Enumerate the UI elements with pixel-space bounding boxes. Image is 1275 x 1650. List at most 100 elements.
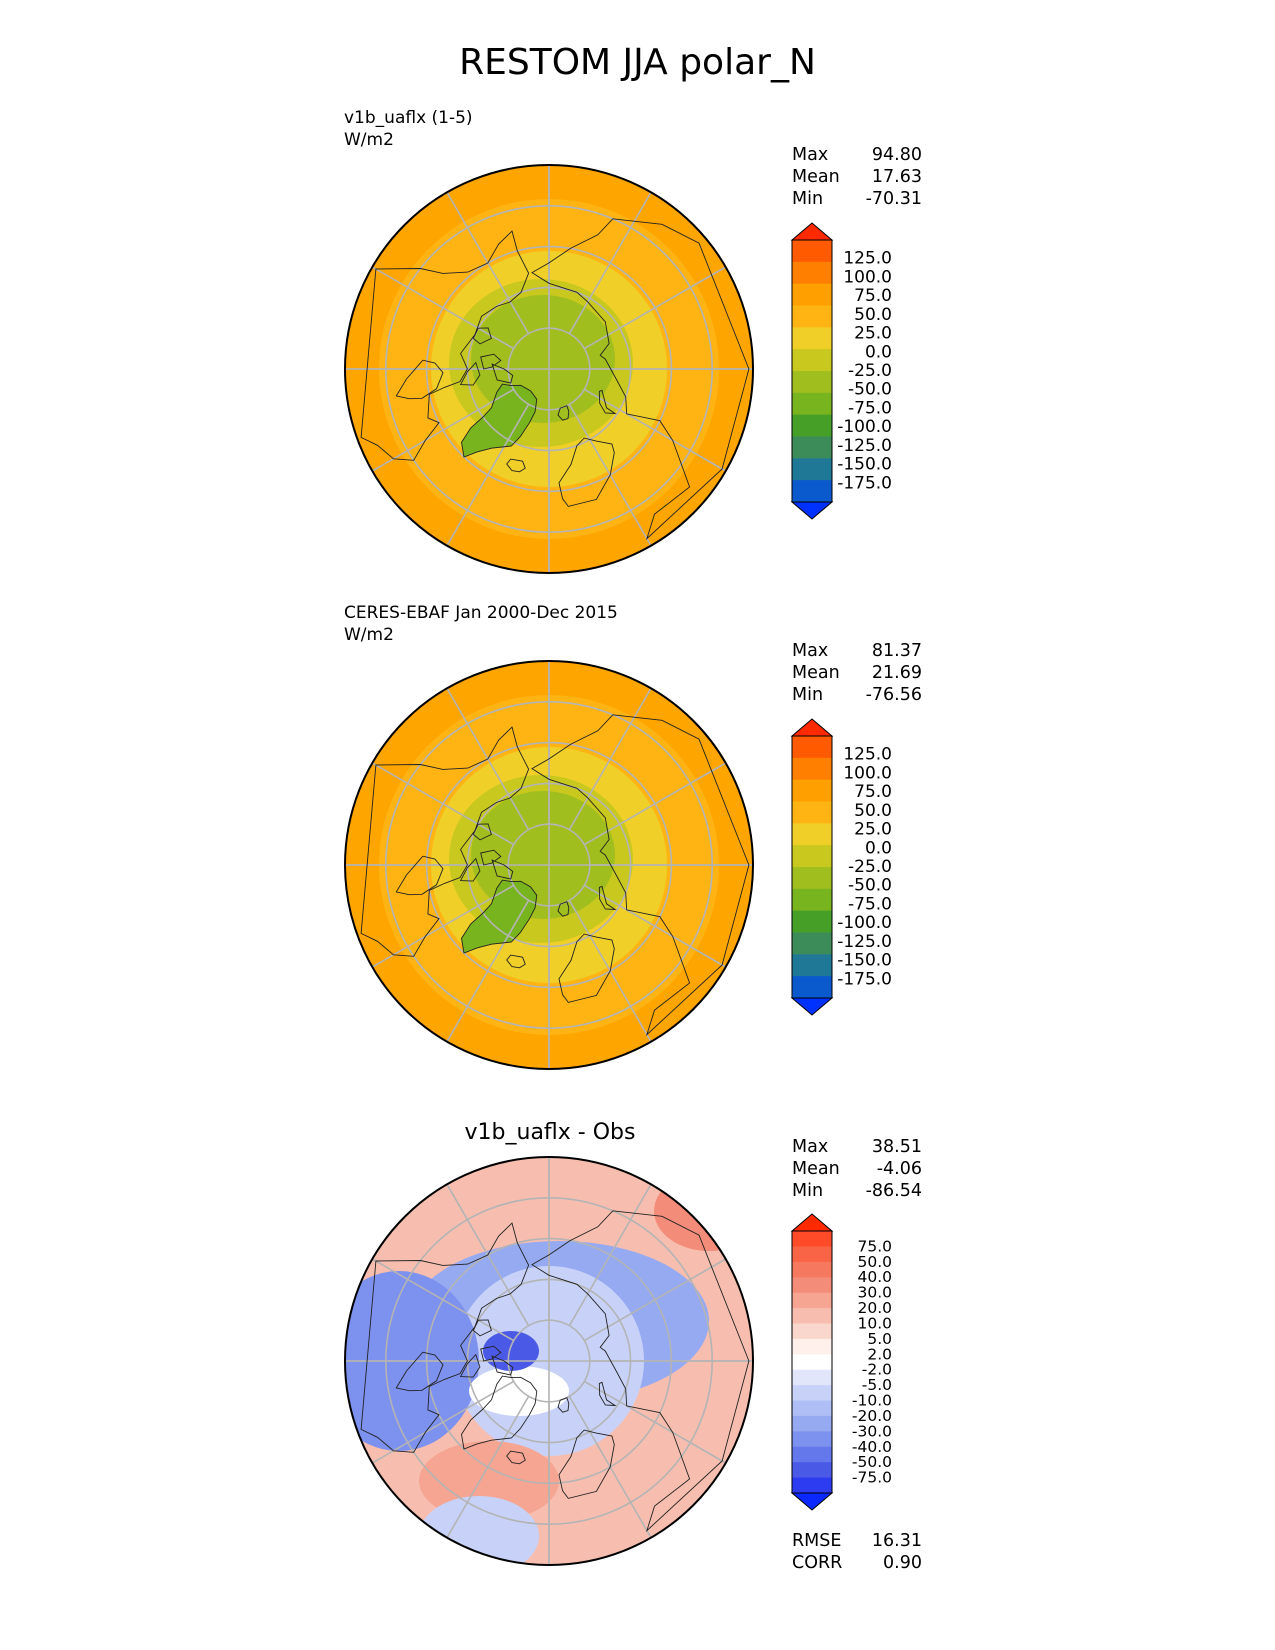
panel1-colorbar-swatch (792, 371, 832, 394)
panel2-colorbar-tick-label: 75.0 (854, 782, 892, 802)
panel1-colorbar-tick-label: -50.0 (848, 380, 892, 400)
panel1-colorbar-swatch (792, 436, 832, 459)
panel3-colorbar: 75.050.040.030.020.010.05.02.0-2.0-5.0-1… (790, 1213, 892, 1511)
panel3-colorbar-tick-label: -2.0 (862, 1361, 892, 1379)
panel3-colorbar-swatch (792, 1385, 832, 1402)
panel2-colorbar-tick-label: -125.0 (837, 932, 892, 952)
panel3-rmse-label: RMSE (792, 1531, 842, 1551)
panel2-colorbar-extend-top (790, 718, 834, 737)
panel2-colorbar-swatch (792, 736, 832, 759)
panel3-colorbar-swatch (792, 1446, 832, 1463)
panel2-min-label: Min (792, 685, 824, 705)
panel1-max-label: Max (792, 145, 829, 165)
panel3-colorbar-tick-label: -5.0 (862, 1376, 892, 1394)
panel2-colorbar-swatch (792, 823, 832, 846)
panel3-colorbar-swatch (792, 1431, 832, 1448)
panel2-min-value: -76.56 (865, 685, 922, 705)
panel3-colorbar-tick-label: 50.0 (857, 1253, 892, 1271)
panel1-colorbar-tick-label: 0.0 (865, 342, 892, 362)
panel3-colorbar-swatch (792, 1261, 832, 1278)
panel3-colorbar-swatch (792, 1292, 832, 1309)
panel2-colorbar-tick-label: 25.0 (854, 820, 892, 840)
panel1-colorbar-tick-label: -100.0 (837, 417, 892, 437)
panel2-label: CERES-EBAF Jan 2000-Dec 2015 W/m2 (344, 602, 618, 646)
panel1-colorbar-tick-label: -150.0 (837, 455, 892, 475)
panel3-colorbar-swatch (792, 1231, 832, 1247)
panel3-mean-label: Mean (792, 1159, 840, 1179)
panel2-obs-name: CERES-EBAF Jan 2000-Dec 2015 (344, 603, 618, 623)
panel1-colorbar-extend-bottom (790, 501, 834, 520)
panel2-colorbar-tick-label: 125.0 (843, 745, 892, 765)
panel2-map-coastlines (360, 714, 750, 1037)
panel3-colorbar-swatch (792, 1477, 832, 1494)
panel2-mean-value: 21.69 (871, 663, 922, 683)
panel2-colorbar-tick-label: 0.0 (865, 838, 892, 858)
panel1-colorbar-tick-label: -125.0 (837, 436, 892, 456)
panel2-colorbar-tick-label: -100.0 (837, 913, 892, 933)
panel3-colorbar-tick-label: 40.0 (857, 1268, 892, 1286)
panel1-colorbar-swatch (792, 414, 832, 437)
panel1-case-name: v1b_uaflx (1-5) (344, 108, 473, 128)
panel1-colorbar-swatch (792, 458, 832, 481)
panel3-colorbar-swatch (792, 1400, 832, 1417)
panel2-units: W/m2 (344, 625, 394, 645)
panel3-colorbar-tick-label: 30.0 (857, 1284, 892, 1302)
panel3-colorbar-tick-label: -50.0 (852, 1453, 892, 1471)
panel1-colorbar-tick-label: 100.0 (843, 267, 892, 287)
panel2-stats: Max 81.37 Mean 21.69 Min -76.56 (792, 640, 922, 706)
panel1-colorbar-tick-label: 125.0 (843, 249, 892, 269)
figure-title: RESTOM JJA polar_N (459, 42, 816, 83)
panel3-map-frame (344, 1156, 754, 1566)
panel1-colorbar: 125.0100.075.050.025.00.0-25.0-50.0-75.0… (790, 222, 892, 520)
panel3-corr-value: 0.90 (883, 1553, 922, 1573)
panel3-colorbar-tick-label: -40.0 (852, 1438, 892, 1456)
panel3-colorbar-swatch (792, 1369, 832, 1386)
panel3-colorbar-extend-bottom (790, 1492, 834, 1511)
panel3-colorbar-swatch (792, 1338, 832, 1355)
panel3-colorbar-swatch (792, 1323, 832, 1340)
panel2-mean-label: Mean (792, 663, 840, 683)
panel3-max-label: Max (792, 1137, 829, 1157)
panel1-min-value: -70.31 (865, 189, 922, 209)
panel1-colorbar-extend-top (790, 222, 834, 241)
panel3-map-graticule (345, 1157, 753, 1565)
panel3-colorbar-tick-label: 75.0 (857, 1237, 892, 1255)
panel3-colorbar-swatch (792, 1277, 832, 1294)
panel3-min-value: -86.54 (865, 1181, 922, 1201)
panel2-colorbar-tick-label: 50.0 (854, 801, 892, 821)
panel1-max-value: 94.80 (871, 145, 922, 165)
panel3-colorbar-tick-label: 2.0 (867, 1345, 892, 1363)
panel1-colorbar-tick-label: -175.0 (837, 473, 892, 493)
panel2-colorbar-swatch (792, 954, 832, 977)
panel1-colorbar-swatch (792, 240, 832, 263)
panel3-title: v1b_uaflx - Obs (464, 1120, 636, 1145)
panel1-colorbar-swatch (792, 392, 832, 416)
panel3-max-value: 38.51 (871, 1137, 922, 1157)
panel2-colorbar-swatch (792, 932, 832, 955)
panel3-map-field-negative (483, 1331, 539, 1371)
panel2-max-label: Max (792, 641, 829, 661)
panel1-colorbar-swatch (792, 305, 832, 328)
panel2-colorbar-tick-label: -25.0 (848, 857, 892, 877)
panel3-colorbar-swatch (792, 1246, 832, 1263)
panel3-polar-map (344, 1156, 754, 1566)
panel1-polar-map (344, 164, 754, 574)
panel3-min-label: Min (792, 1181, 824, 1201)
panel1-colorbar-outline (791, 239, 833, 503)
panel3-corr-label: CORR (792, 1553, 843, 1573)
panel3-colorbar-outline (791, 1230, 833, 1494)
panel3-colorbar-swatch (792, 1462, 832, 1479)
panel2-colorbar-swatch (792, 779, 832, 802)
panel1-colorbar-swatch (792, 480, 832, 503)
panel3-metrics: RMSE 16.31 CORR 0.90 (792, 1530, 922, 1574)
panel2-colorbar-tick-label: -75.0 (848, 894, 892, 914)
panel3-rmse-value: 16.31 (871, 1531, 922, 1551)
panel3-mean-value: -4.06 (876, 1159, 922, 1179)
panel2-colorbar-tick-label: -50.0 (848, 876, 892, 896)
panel3-colorbar-swatch (792, 1308, 832, 1324)
panel2-colorbar-swatch (792, 867, 832, 890)
panel1-mean-label: Mean (792, 167, 840, 187)
panel3-colorbar-swatch (792, 1415, 832, 1432)
panel3-colorbar-tick-label: -30.0 (852, 1422, 892, 1440)
panel2-colorbar-swatch (792, 976, 832, 999)
